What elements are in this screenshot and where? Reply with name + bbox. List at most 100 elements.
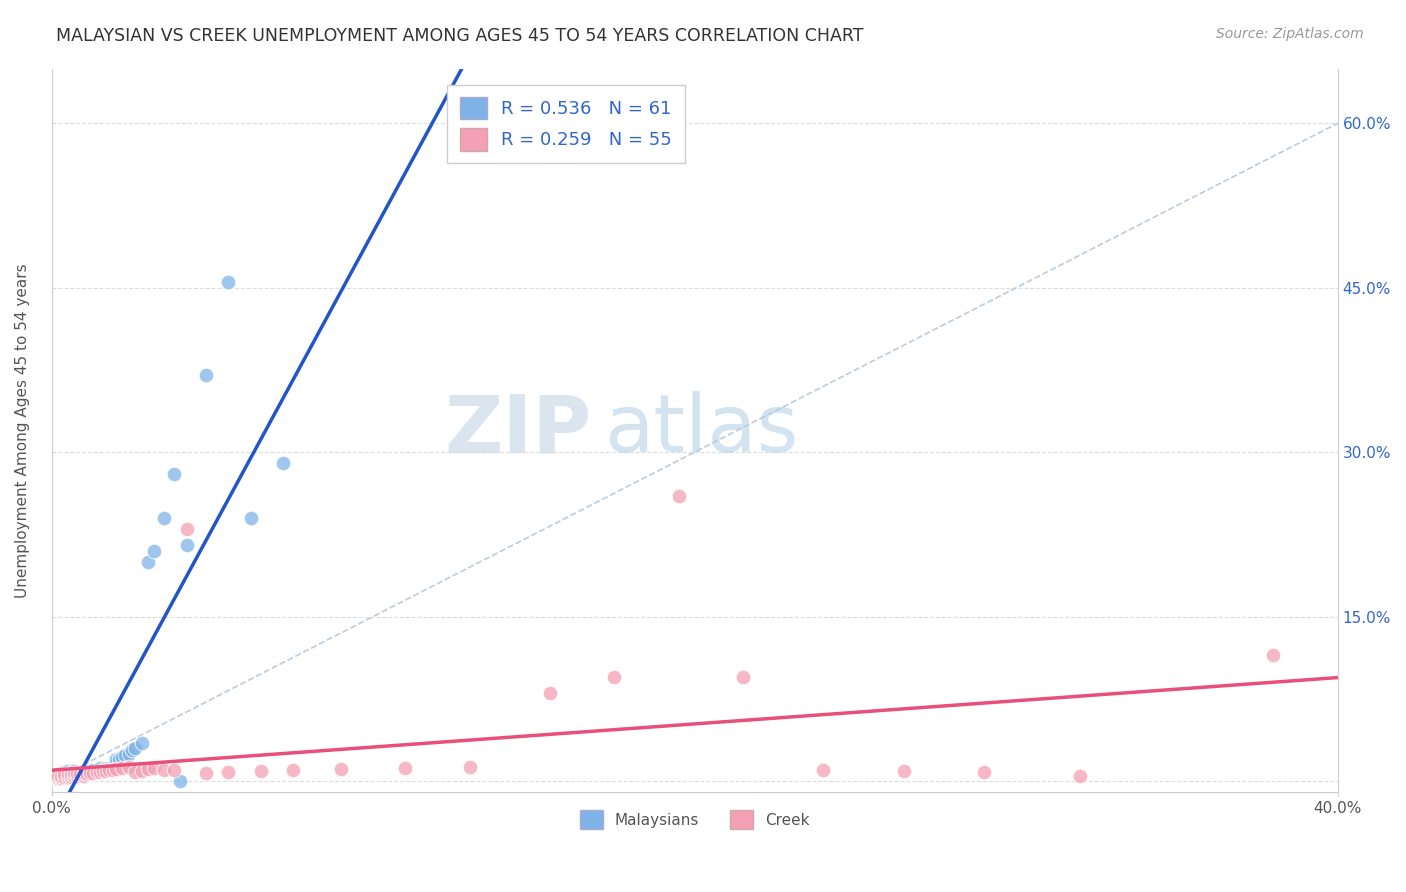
- Creek: [329, 762, 352, 776]
- Creek: [56, 767, 79, 781]
- Malaysians: [82, 763, 104, 777]
- Creek: [668, 489, 690, 503]
- Creek: [96, 764, 118, 778]
- Malaysians: [66, 768, 89, 782]
- Creek: [59, 767, 82, 781]
- Creek: [89, 765, 111, 780]
- Malaysians: [118, 747, 141, 761]
- Malaysians: [51, 770, 73, 784]
- Creek: [394, 761, 416, 775]
- Creek: [538, 686, 561, 700]
- Creek: [131, 764, 153, 778]
- Malaysians: [271, 456, 294, 470]
- Malaysians: [114, 747, 136, 762]
- Creek: [98, 763, 121, 777]
- Creek: [811, 763, 834, 777]
- Creek: [893, 764, 915, 778]
- Malaysians: [96, 761, 118, 775]
- Creek: [53, 767, 76, 781]
- Malaysians: [59, 770, 82, 784]
- Creek: [41, 771, 63, 785]
- Creek: [63, 768, 86, 782]
- Creek: [1069, 768, 1091, 782]
- Creek: [1263, 648, 1285, 662]
- Malaysians: [59, 767, 82, 781]
- Creek: [44, 770, 66, 784]
- Malaysians: [108, 752, 131, 766]
- Creek: [458, 760, 481, 774]
- Malaysians: [82, 766, 104, 780]
- Malaysians: [143, 544, 166, 558]
- Malaysians: [56, 768, 79, 782]
- Malaysians: [131, 736, 153, 750]
- Creek: [73, 768, 96, 782]
- Malaysians: [163, 467, 186, 481]
- Malaysians: [76, 765, 98, 780]
- Malaysians: [76, 767, 98, 781]
- Malaysians: [79, 767, 101, 781]
- Creek: [73, 766, 96, 780]
- Creek: [79, 766, 101, 780]
- Creek: [104, 762, 127, 776]
- Malaysians: [86, 765, 108, 780]
- Malaysians: [41, 771, 63, 785]
- Creek: [59, 770, 82, 784]
- Creek: [46, 768, 69, 782]
- Creek: [101, 763, 124, 777]
- Malaysians: [53, 765, 76, 780]
- Creek: [51, 771, 73, 785]
- Creek: [973, 765, 995, 780]
- Creek: [136, 762, 159, 776]
- Malaysians: [89, 764, 111, 778]
- Creek: [217, 765, 239, 780]
- Creek: [82, 766, 104, 780]
- Malaysians: [91, 763, 114, 777]
- Malaysians: [44, 770, 66, 784]
- Creek: [66, 766, 89, 780]
- Creek: [111, 761, 134, 775]
- Malaysians: [98, 761, 121, 775]
- Malaysians: [121, 743, 143, 757]
- Malaysians: [73, 764, 96, 778]
- Malaysians: [136, 555, 159, 569]
- Creek: [153, 763, 176, 777]
- Y-axis label: Unemployment Among Ages 45 to 54 years: Unemployment Among Ages 45 to 54 years: [15, 263, 30, 598]
- Creek: [176, 522, 198, 536]
- Malaysians: [104, 756, 127, 771]
- Malaysians: [73, 766, 96, 780]
- Creek: [46, 771, 69, 785]
- Creek: [63, 766, 86, 780]
- Malaysians: [153, 511, 176, 525]
- Creek: [53, 770, 76, 784]
- Creek: [143, 761, 166, 775]
- Malaysians: [46, 767, 69, 781]
- Malaysians: [239, 511, 262, 525]
- Text: ZIP: ZIP: [444, 392, 592, 469]
- Malaysians: [217, 275, 239, 289]
- Creek: [194, 766, 217, 780]
- Malaysians: [53, 770, 76, 784]
- Creek: [51, 768, 73, 782]
- Malaysians: [104, 752, 127, 766]
- Malaysians: [63, 770, 86, 784]
- Creek: [91, 764, 114, 778]
- Creek: [731, 670, 754, 684]
- Malaysians: [101, 758, 124, 772]
- Malaysians: [53, 767, 76, 781]
- Malaysians: [63, 764, 86, 778]
- Malaysians: [59, 765, 82, 780]
- Legend: Malaysians, Creek: Malaysians, Creek: [574, 804, 815, 835]
- Creek: [69, 767, 91, 781]
- Malaysians: [79, 764, 101, 778]
- Malaysians: [169, 774, 191, 789]
- Malaysians: [176, 538, 198, 552]
- Malaysians: [66, 766, 89, 780]
- Creek: [86, 765, 108, 780]
- Malaysians: [56, 771, 79, 785]
- Malaysians: [63, 766, 86, 780]
- Creek: [66, 768, 89, 782]
- Creek: [249, 764, 271, 778]
- Text: Source: ZipAtlas.com: Source: ZipAtlas.com: [1216, 27, 1364, 41]
- Malaysians: [89, 761, 111, 775]
- Malaysians: [56, 766, 79, 780]
